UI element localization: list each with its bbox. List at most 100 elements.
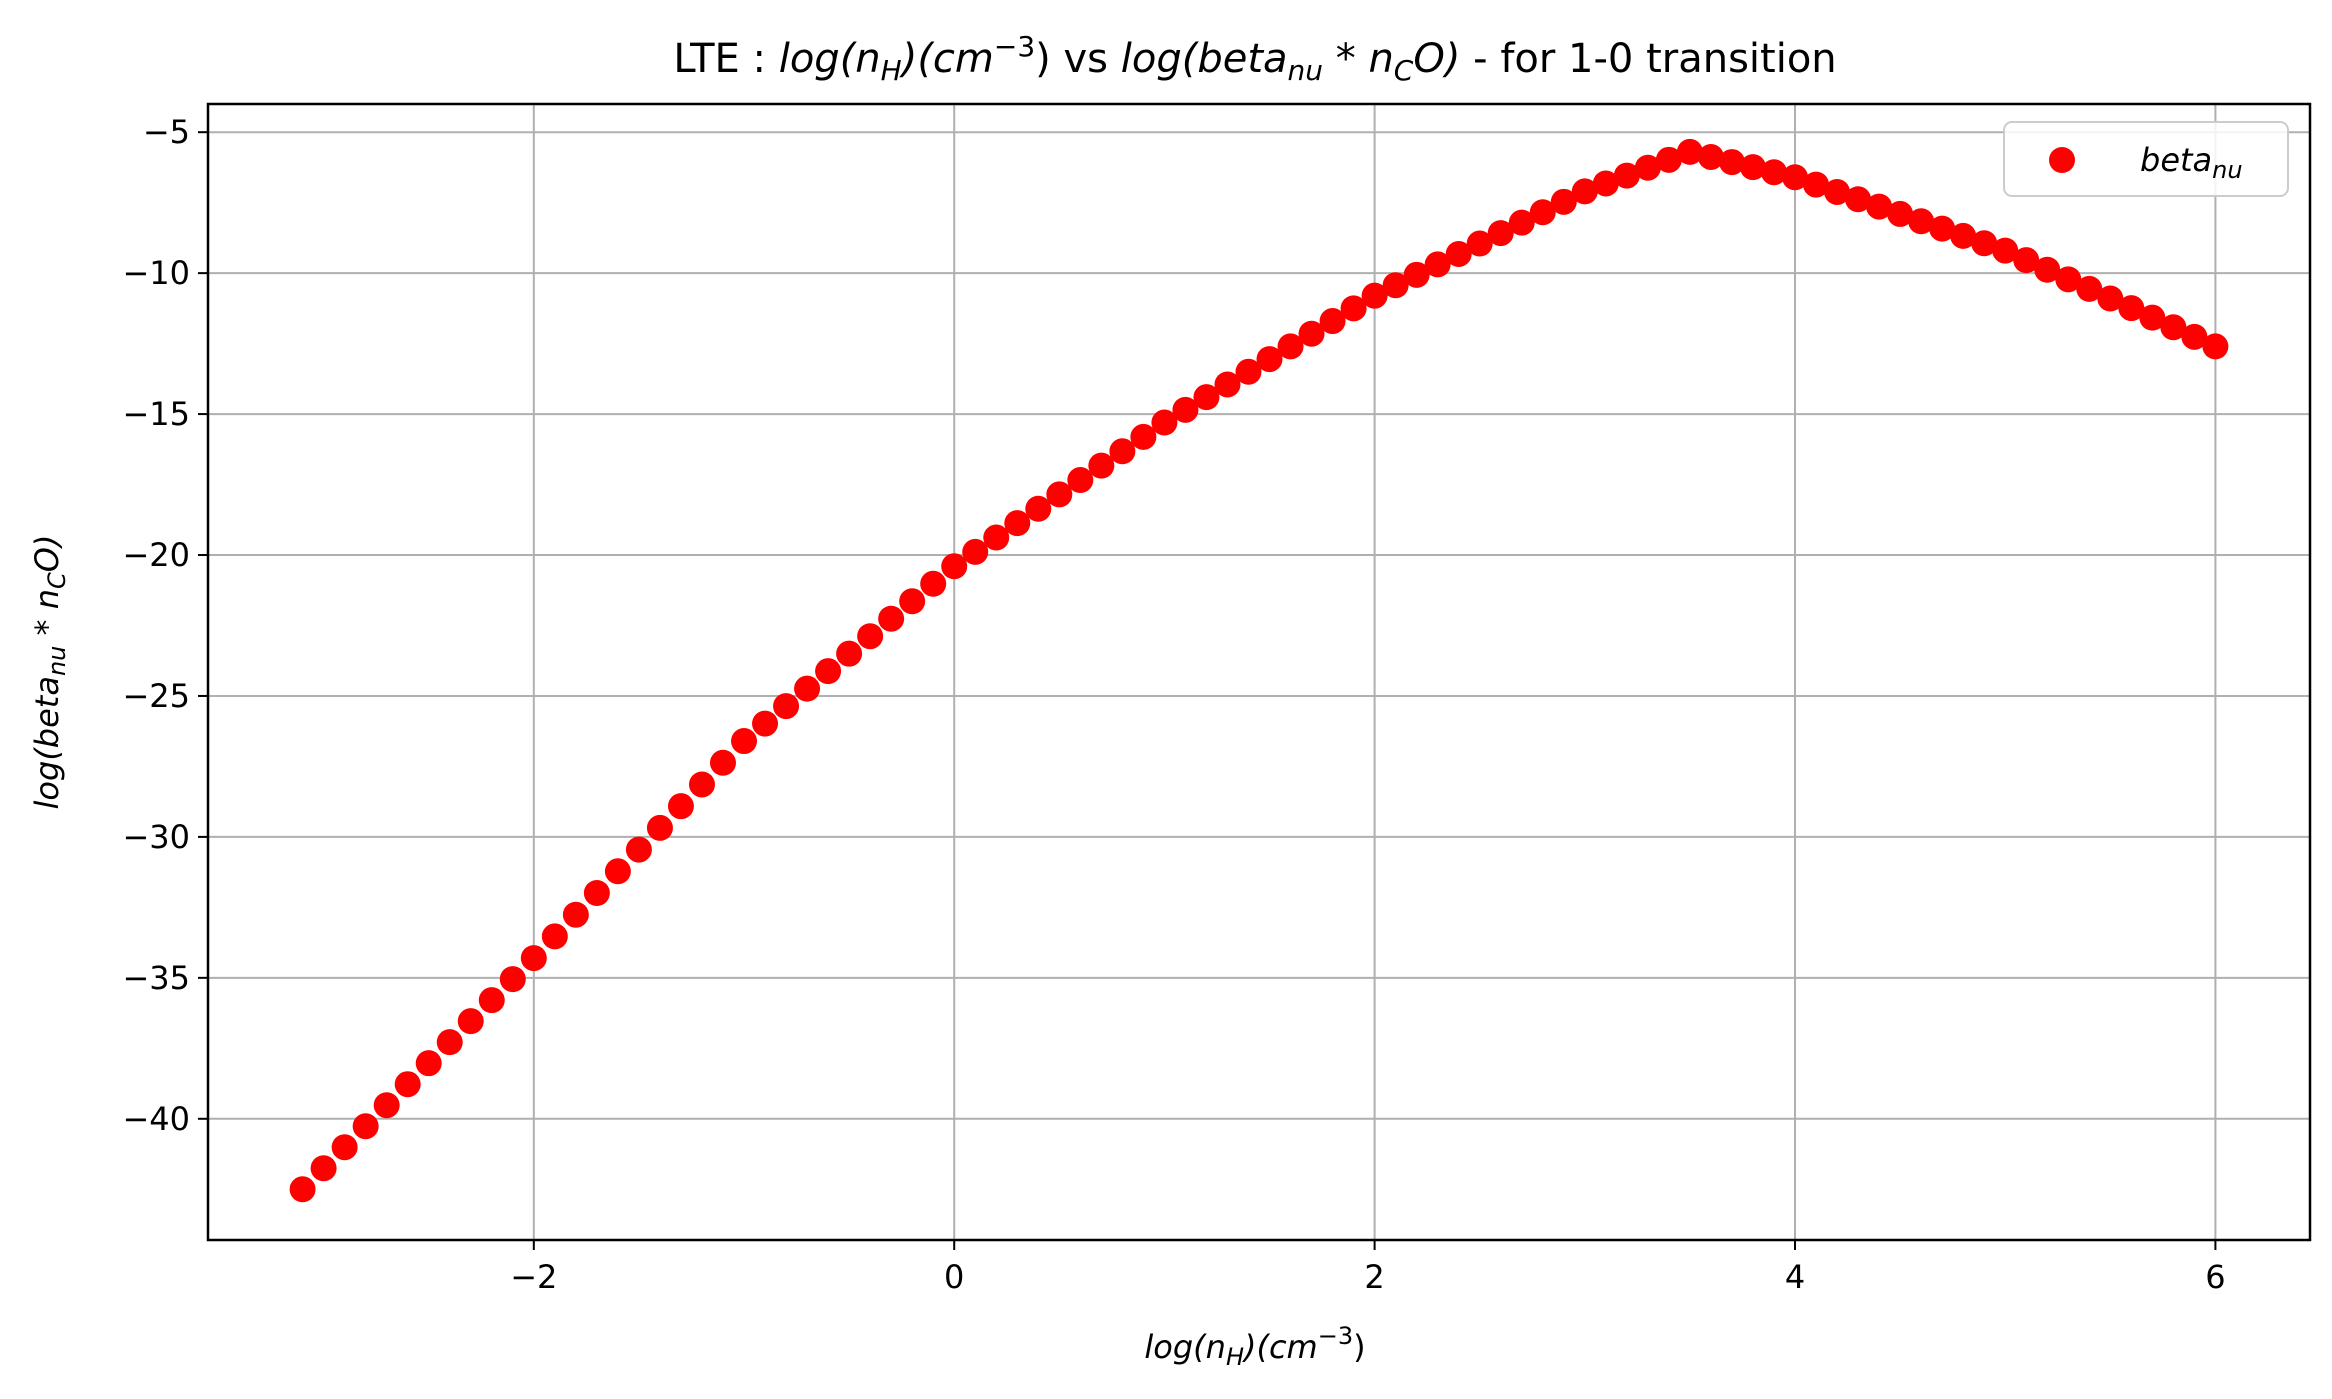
data-point	[1613, 162, 1640, 189]
data-point	[1782, 164, 1809, 191]
data-point	[1529, 199, 1556, 226]
data-point	[1676, 138, 1703, 165]
data-point	[1445, 240, 1472, 267]
data-point	[1845, 186, 1872, 213]
data-point	[1298, 320, 1325, 347]
data-point	[2097, 285, 2124, 312]
data-point	[478, 987, 505, 1014]
data-point	[2055, 266, 2082, 293]
data-point	[541, 923, 568, 950]
data-point	[1992, 237, 2019, 264]
data-points	[289, 138, 2229, 1203]
data-point	[415, 1050, 442, 1077]
legend-box	[2003, 121, 2289, 197]
data-point	[1067, 467, 1094, 494]
data-point	[1025, 495, 1052, 522]
data-point	[794, 675, 821, 702]
data-point	[1908, 208, 1935, 235]
data-point	[688, 771, 715, 798]
data-point	[436, 1029, 463, 1056]
data-point	[457, 1008, 484, 1035]
data-point	[1550, 188, 1577, 215]
data-point	[2013, 247, 2040, 274]
data-point	[373, 1092, 400, 1119]
data-point	[1760, 159, 1787, 186]
data-point	[1256, 346, 1283, 373]
data-point	[1887, 200, 1914, 227]
data-point	[520, 945, 547, 972]
data-point	[731, 728, 758, 755]
data-point	[1088, 452, 1115, 479]
data-point	[709, 749, 736, 776]
data-point	[1655, 146, 1682, 173]
data-point	[499, 966, 526, 993]
y-tick-label: −40	[122, 1100, 190, 1138]
data-point	[2034, 256, 2061, 283]
data-point	[983, 524, 1010, 551]
data-point	[1046, 481, 1073, 508]
x-axis-label: log(nH)(cm−3)	[1144, 1322, 1365, 1371]
data-point	[1466, 230, 1493, 257]
y-tick-label: −5	[143, 113, 190, 151]
x-tick-label: 0	[944, 1258, 964, 1296]
y-tick-label: −20	[122, 536, 190, 574]
data-point	[836, 640, 863, 667]
data-point	[352, 1113, 379, 1140]
data-point	[857, 623, 884, 650]
data-point	[1004, 510, 1031, 537]
data-point	[625, 836, 652, 863]
data-point	[2118, 295, 2145, 322]
data-point	[1824, 178, 1851, 205]
data-point	[1214, 371, 1241, 398]
data-point	[1697, 143, 1724, 170]
data-point	[920, 570, 947, 597]
data-point	[2181, 323, 2208, 350]
data-point	[1235, 358, 1262, 385]
x-tick-label: −2	[510, 1258, 557, 1296]
data-point	[815, 658, 842, 685]
data-point	[583, 879, 610, 906]
data-point	[1382, 272, 1409, 299]
data-point	[1929, 215, 1956, 242]
data-point	[1739, 154, 1766, 181]
data-point	[899, 588, 926, 615]
data-point	[1361, 282, 1388, 309]
data-point	[1866, 193, 1893, 220]
y-tick-label: −30	[122, 818, 190, 856]
data-point	[667, 793, 694, 820]
data-point	[1319, 308, 1346, 335]
data-point	[941, 553, 968, 580]
data-point	[773, 693, 800, 720]
data-point	[2076, 275, 2103, 302]
axis-ticks: −2 0 2 4 6−5−10−15−20−25−30−35−40	[122, 113, 2225, 1296]
legend-label: betanu	[2140, 141, 2243, 184]
y-axis-label: log(betanu * nCO)	[28, 535, 71, 810]
data-point	[1487, 220, 1514, 247]
data-point	[1718, 149, 1745, 176]
data-point	[562, 901, 589, 928]
x-tick-label: 4	[1785, 1258, 1805, 1296]
data-point	[1634, 154, 1661, 181]
data-point	[1508, 209, 1535, 236]
plot-frame	[206, 102, 2312, 1242]
data-point	[310, 1155, 337, 1182]
legend-marker	[2049, 147, 2075, 173]
data-point	[1971, 230, 1998, 257]
data-point	[878, 605, 905, 632]
data-point	[1424, 251, 1451, 278]
data-point	[1151, 409, 1178, 436]
chart-title: LTE : log(nH)(cm−3) vs log(betanu * nCO)…	[673, 30, 1836, 87]
y-tick-label: −35	[122, 959, 190, 997]
data-point	[1193, 384, 1220, 411]
x-tick-label: 2	[1364, 1258, 1384, 1296]
data-point	[289, 1176, 316, 1203]
data-point	[2139, 304, 2166, 331]
data-point	[1571, 178, 1598, 205]
data-point	[1109, 438, 1136, 465]
data-point	[331, 1134, 358, 1161]
data-point	[1172, 396, 1199, 423]
grid	[208, 104, 2310, 1240]
data-point	[1403, 261, 1430, 288]
data-point	[1130, 423, 1157, 450]
